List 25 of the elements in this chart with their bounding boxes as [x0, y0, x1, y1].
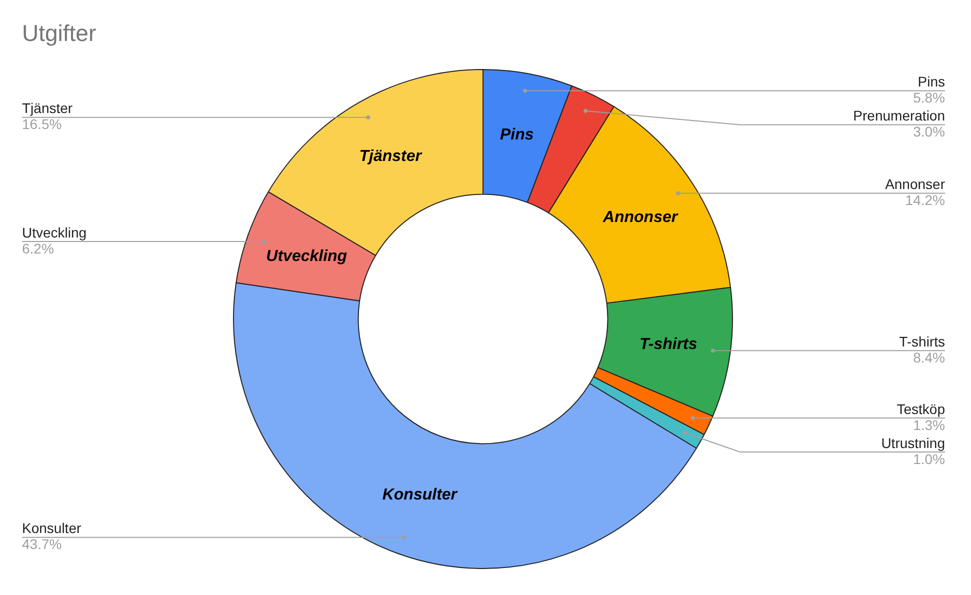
data-label: 1.0%: [913, 450, 945, 467]
data-label: 8.4%: [913, 349, 945, 366]
slice-label: Testköp: [896, 400, 946, 417]
data-label: 16.5%: [22, 116, 62, 132]
slice-label: T-shirts: [899, 333, 945, 350]
slice-label: T-shirts: [639, 336, 698, 353]
slice-label: Annonser: [602, 208, 678, 226]
slice-label: Utrustning: [881, 434, 945, 451]
slice-label: Utveckling: [22, 224, 87, 240]
chart-title: Utgifter: [22, 20, 96, 47]
data-label: 14.2%: [905, 192, 945, 208]
slice-label: Pins: [500, 126, 534, 144]
slice-label: Konsulter: [382, 486, 458, 504]
data-label: 3.0%: [913, 124, 945, 140]
data-label: 1.3%: [913, 416, 945, 433]
slice-label: Tjänster: [359, 148, 422, 165]
data-label: 5.8%: [913, 90, 945, 106]
slice-label: Annonser: [885, 176, 946, 192]
slice-label: Tjänster: [22, 100, 73, 116]
slice-label: Prenumeration: [853, 108, 945, 124]
slice-label: Pins: [918, 74, 945, 90]
data-label: 43.7%: [22, 536, 62, 552]
slice-label: Utveckling: [266, 248, 348, 265]
data-label: 6.2%: [22, 240, 54, 256]
slice-label: Konsulter: [22, 520, 82, 536]
